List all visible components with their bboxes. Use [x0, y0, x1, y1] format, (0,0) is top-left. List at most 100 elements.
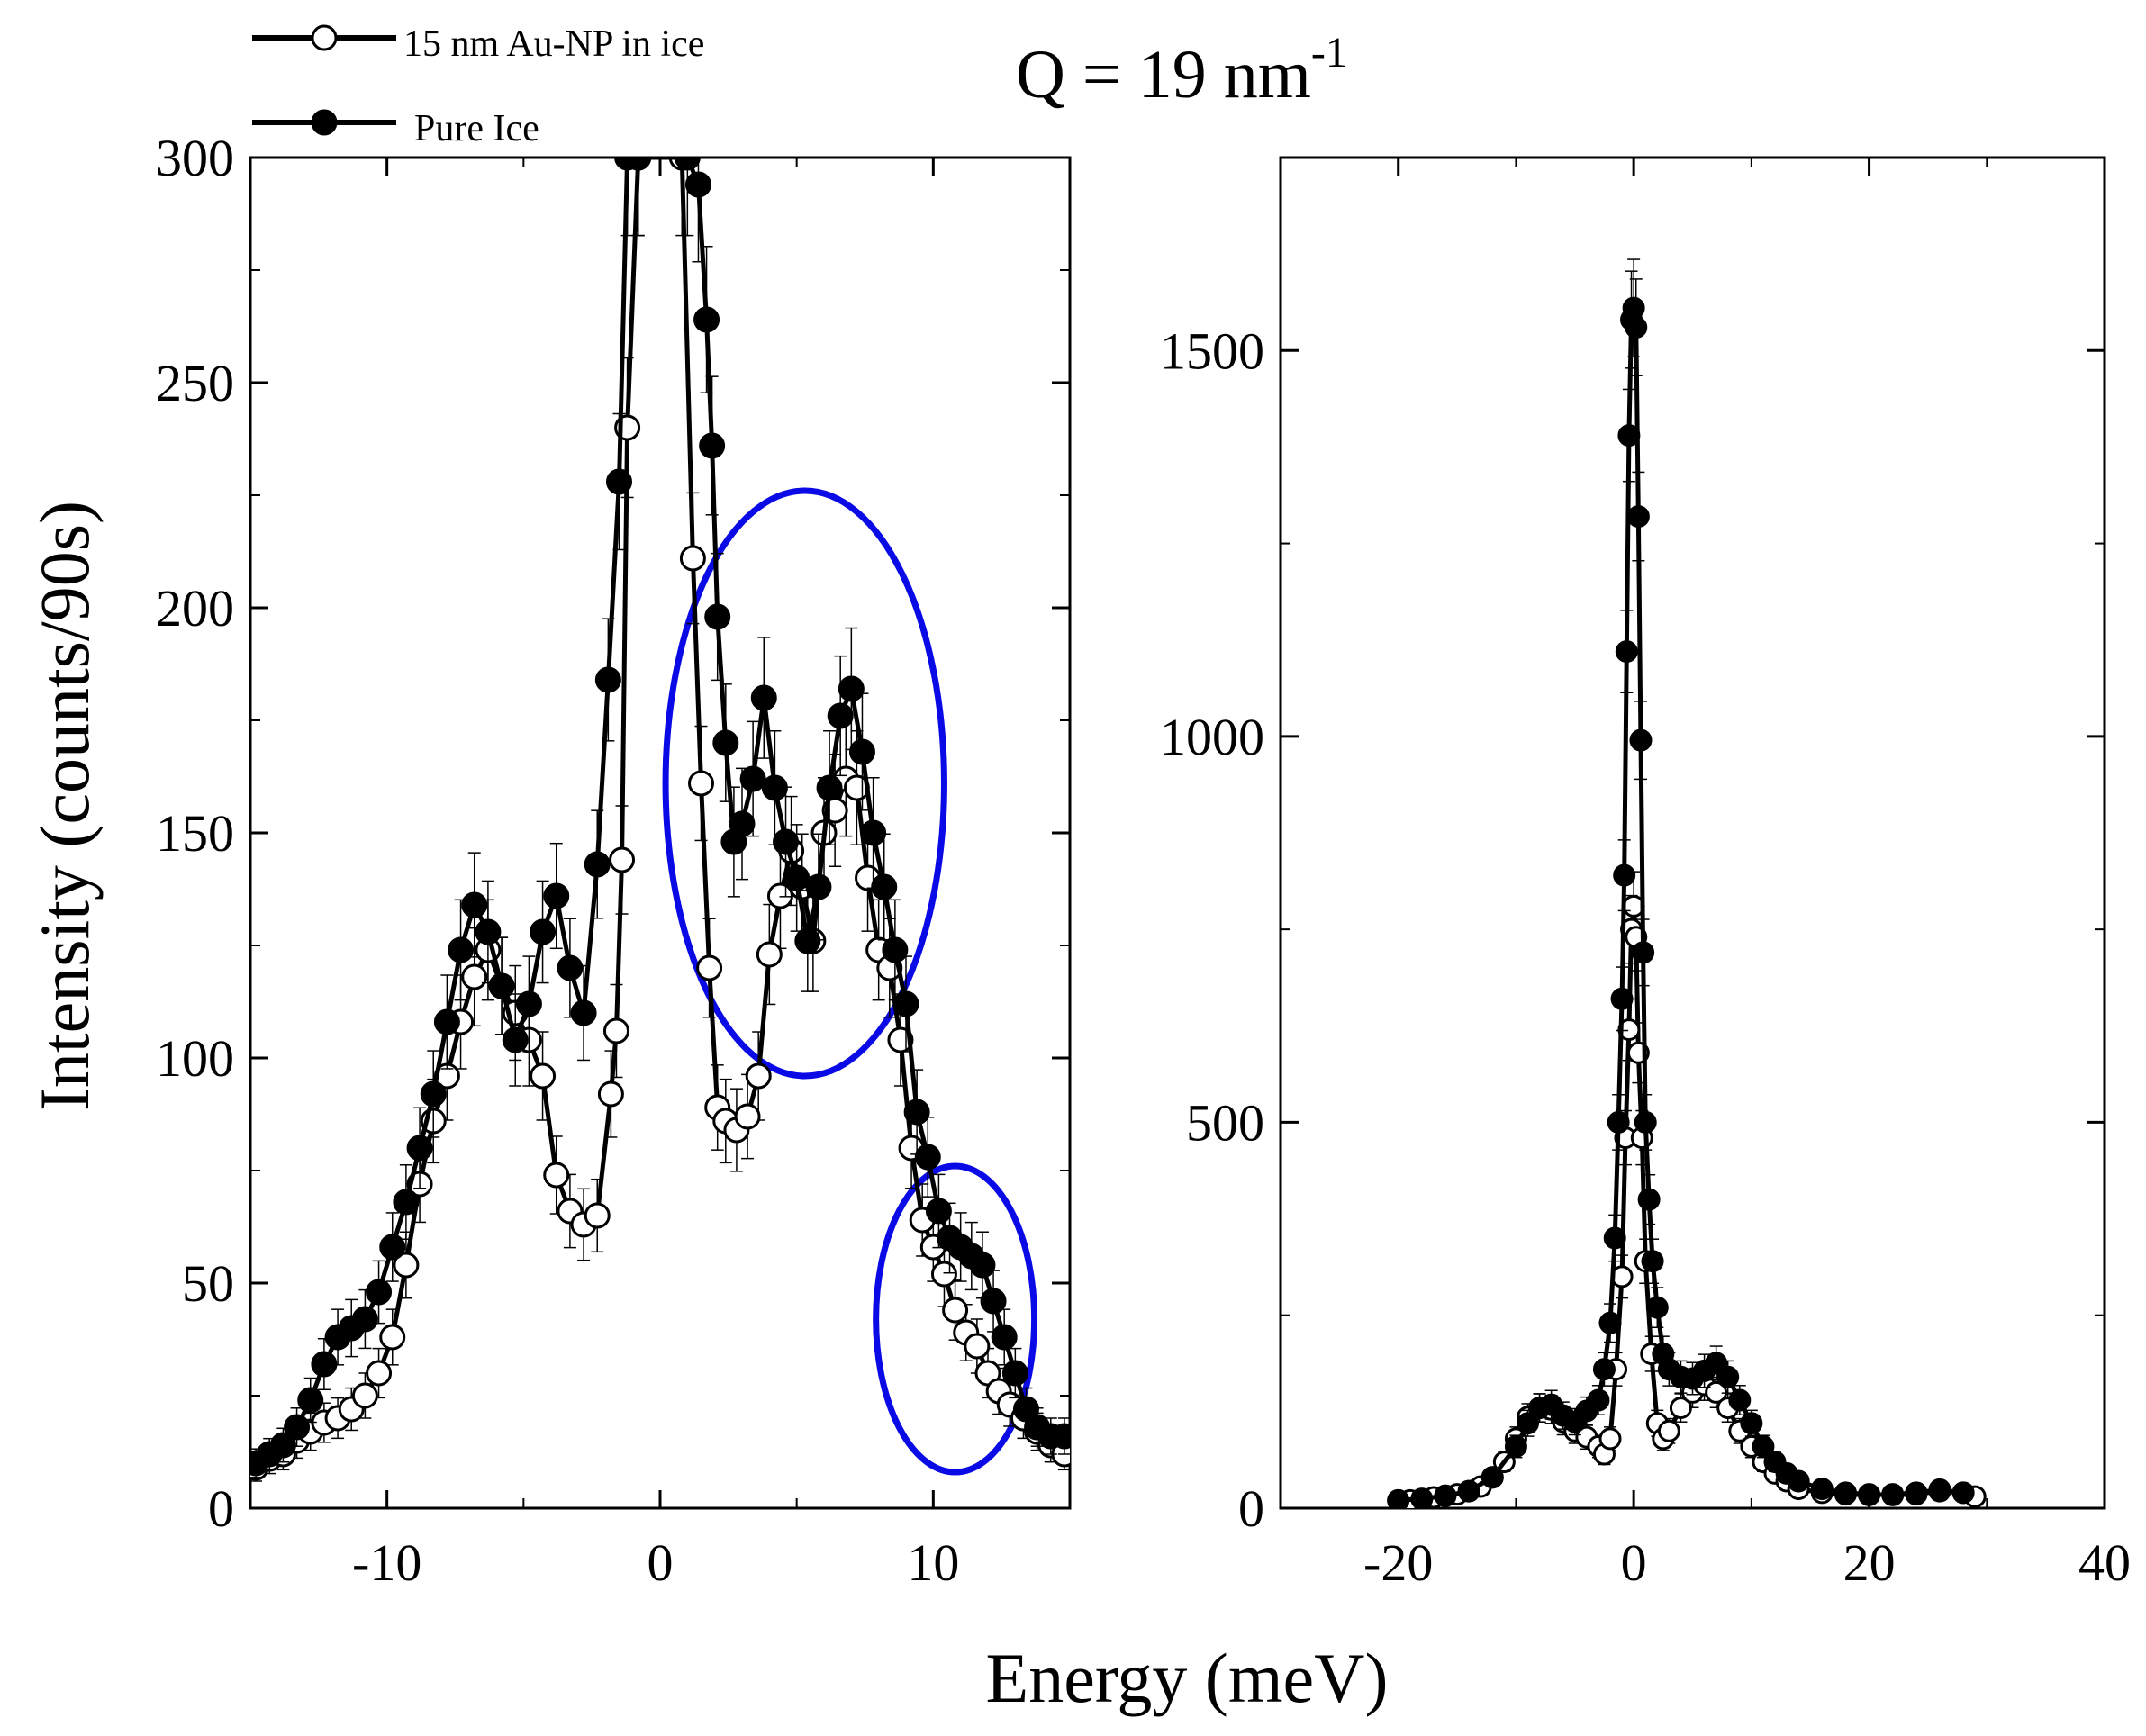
data-point-pure-ice — [871, 873, 898, 900]
data-point-pure-ice — [1598, 1311, 1622, 1334]
data-point-pure-ice — [297, 1387, 324, 1414]
data-point-pure-ice — [1517, 1412, 1539, 1435]
data-point-pure-ice — [433, 1008, 460, 1035]
data-point-au-np — [597, 1080, 624, 1108]
data-point-pure-ice — [892, 990, 919, 1017]
data-point-au-np — [543, 1162, 570, 1189]
x-tick-label: 0 — [1621, 1533, 1647, 1592]
highlight-ellipse — [873, 1162, 1038, 1476]
data-point-pure-ice — [1951, 1481, 1975, 1505]
data-point-pure-ice — [502, 1026, 529, 1053]
data-point-pure-ice — [1587, 1388, 1610, 1412]
data-point-au-np — [734, 1103, 761, 1130]
y-axis-label: Intensity (counts/90s) — [25, 501, 104, 1111]
data-point-pure-ice — [827, 702, 854, 729]
data-point-pure-ice — [750, 684, 777, 711]
right-plot-area — [1387, 258, 1987, 1508]
data-point-pure-ice — [1625, 316, 1648, 339]
data-point-pure-ice — [625, 158, 652, 171]
data-point-pure-ice — [674, 158, 701, 171]
data-point-au-np — [602, 1017, 629, 1044]
x-tick-label: 40 — [2078, 1533, 2131, 1592]
data-point-pure-ice — [882, 936, 909, 963]
y-tick-label: 50 — [182, 1254, 234, 1313]
data-point-au-np — [688, 770, 714, 797]
data-point-pure-ice — [914, 1144, 941, 1171]
data-point-pure-ice — [1716, 1365, 1740, 1388]
data-point-au-np — [679, 545, 706, 572]
data-point-pure-ice — [1504, 1434, 1527, 1458]
data-point-pure-ice — [1928, 1479, 1951, 1503]
data-point-pure-ice — [684, 171, 711, 198]
legend-item-pure-ice: Pure Ice — [252, 108, 539, 149]
data-point-pure-ice — [1787, 1469, 1810, 1493]
data-point-pure-ice — [729, 810, 756, 837]
data-point-pure-ice — [860, 819, 887, 846]
data-point-pure-ice — [379, 1234, 406, 1261]
data-point-pure-ice — [1645, 1296, 1669, 1319]
data-point-pure-ice — [1622, 296, 1645, 320]
data-point-pure-ice — [1613, 863, 1636, 887]
data-point-pure-ice — [1632, 941, 1655, 964]
data-point-pure-ice — [1480, 1466, 1504, 1489]
data-point-pure-ice — [543, 882, 570, 909]
data-point-pure-ice — [1603, 1226, 1626, 1250]
data-point-pure-ice — [699, 432, 726, 459]
data-point-pure-ice — [1610, 987, 1634, 1010]
y-tick-label: 0 — [1238, 1479, 1264, 1538]
x-tick-label: 10 — [907, 1533, 959, 1592]
legend-item-au-np: 15 nm Au-NP in ice — [252, 23, 704, 65]
y-tick-label: 200 — [156, 579, 234, 637]
data-point-pure-ice — [311, 1351, 338, 1378]
data-point-pure-ice — [1634, 1110, 1657, 1134]
data-point-pure-ice — [1728, 1388, 1752, 1412]
y-tick-label: 0 — [208, 1479, 234, 1538]
data-point-au-np — [930, 1261, 957, 1288]
data-point-au-np — [379, 1324, 406, 1351]
legend-label-au-np: 15 nm Au-NP in ice — [403, 23, 704, 65]
data-point-pure-ice — [1434, 1484, 1457, 1507]
chart-title: Q = 19 nm-1 — [1016, 29, 1347, 113]
x-tick-label: 0 — [647, 1533, 674, 1592]
left-panel: 0 50 100 150 200 250 300 -10 0 10 — [156, 129, 1072, 1592]
data-point-pure-ice — [570, 999, 597, 1026]
data-point-au-np — [756, 941, 783, 968]
data-point-pure-ice — [594, 666, 621, 693]
data-point-pure-ice — [269, 1432, 296, 1459]
y-tick-label: 150 — [156, 804, 234, 863]
left-ticks: 0 50 100 150 200 250 300 -10 0 10 — [156, 129, 1071, 1592]
data-point-au-np — [964, 1333, 991, 1360]
chart-title-main: Q = 19 nm — [1016, 37, 1311, 113]
data-point-pure-ice — [488, 972, 515, 999]
data-point-au-np — [1598, 1427, 1622, 1451]
data-point-pure-ice — [366, 1279, 393, 1306]
data-point-pure-ice — [805, 873, 832, 900]
data-point-pure-ice — [739, 765, 766, 792]
data-point-au-np — [351, 1382, 378, 1409]
data-point-pure-ice — [1629, 728, 1653, 752]
data-point-pure-ice — [1626, 505, 1650, 529]
data-point-pure-ice — [1641, 1250, 1664, 1273]
data-point-pure-ice — [1905, 1483, 1928, 1506]
y-tick-label: 100 — [156, 1029, 234, 1088]
y-tick-label: 500 — [1186, 1093, 1264, 1152]
data-point-pure-ice — [1607, 1110, 1630, 1134]
data-point-pure-ice — [816, 774, 843, 801]
data-point-pure-ice — [773, 828, 800, 855]
data-point-pure-ice — [1810, 1478, 1834, 1501]
data-point-pure-ice — [461, 891, 488, 918]
data-point-pure-ice — [1051, 1423, 1070, 1450]
data-point-au-np — [745, 1062, 772, 1090]
left-highlights — [662, 487, 1038, 1476]
data-point-au-np — [609, 846, 636, 873]
data-point-au-np — [584, 1202, 611, 1229]
y-tick-label: 1000 — [1160, 708, 1264, 766]
x-axis-label: Energy (meV) — [986, 1639, 1389, 1717]
data-point-pure-ice — [761, 774, 788, 801]
data-point-pure-ice — [794, 927, 821, 954]
data-point-pure-ice — [557, 954, 584, 981]
data-point-pure-ice — [980, 1288, 1007, 1315]
data-point-pure-ice — [284, 1414, 311, 1441]
data-point-au-np — [696, 954, 723, 981]
data-point-pure-ice — [783, 864, 810, 891]
